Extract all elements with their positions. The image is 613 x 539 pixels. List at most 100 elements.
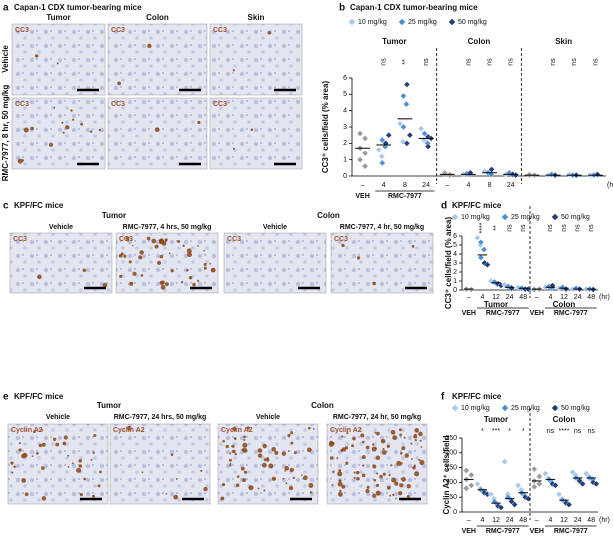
stain-label: CC3 — [119, 236, 133, 243]
section-name: Tumor — [484, 300, 508, 309]
stain-spot — [222, 439, 226, 443]
treatment-label: VEH — [462, 310, 476, 317]
y-tick-label: 6 — [343, 75, 347, 82]
significance: ns — [508, 58, 515, 66]
x-tick-label: 12 — [560, 294, 568, 301]
x-tick-label: 4 — [466, 182, 470, 189]
significance: ** — [402, 59, 409, 65]
stain-spot — [242, 442, 248, 448]
x-tick-label: – — [467, 517, 471, 524]
significance: ns — [465, 58, 472, 66]
stain-spot — [292, 476, 295, 480]
y-tick-label: 2 — [343, 140, 347, 147]
x-tick-label: – — [535, 294, 539, 301]
y-tick-label: 5 — [453, 242, 457, 249]
stain-spot — [164, 238, 168, 242]
significance: ns — [547, 224, 554, 232]
stain-label: CC3 — [227, 236, 241, 243]
column-header: Vehicle — [256, 414, 280, 421]
stain-spot — [374, 447, 377, 450]
stain-spot — [89, 130, 93, 133]
stain-spot — [232, 147, 235, 150]
stain-spot — [41, 429, 44, 431]
stain-spot — [18, 442, 21, 445]
data-point — [477, 254, 485, 261]
stain-spot — [221, 483, 226, 487]
stain-spot — [263, 458, 267, 462]
stain-spot — [52, 437, 57, 441]
stain-spot — [418, 431, 423, 437]
stain-spot — [290, 431, 294, 435]
stain-spot — [235, 483, 240, 488]
stain-spot — [186, 252, 192, 258]
data-point — [361, 135, 369, 142]
significance: ns — [423, 58, 430, 66]
significance: ns — [588, 224, 595, 232]
stain-spot — [71, 462, 74, 465]
stain-spot — [225, 444, 229, 449]
stain-spot — [392, 435, 397, 440]
x-tick-label: 4 — [382, 182, 386, 189]
x-unit: (hr) — [599, 294, 610, 301]
group-header: Tumor — [97, 401, 121, 410]
stain-spot — [404, 453, 409, 458]
stain-spot — [268, 463, 274, 469]
data-point — [361, 149, 369, 157]
stain-spot — [93, 434, 97, 438]
stain-spot — [403, 436, 406, 439]
stain-spot — [92, 451, 95, 455]
stain-spot — [372, 464, 377, 469]
significance: **** — [559, 428, 570, 435]
stain-spot — [352, 437, 356, 441]
stain-spot — [30, 126, 34, 131]
data-point — [463, 467, 470, 474]
stain-spot — [386, 444, 390, 448]
stain-spot — [99, 470, 102, 474]
stain-spot — [229, 462, 232, 465]
stain-label: CC3 — [213, 27, 227, 34]
micrograph — [209, 97, 303, 170]
stain-spot — [212, 270, 215, 273]
stain-spot — [332, 442, 335, 445]
stain-spot — [62, 131, 65, 134]
stain-spot — [410, 442, 413, 445]
data-point — [356, 130, 364, 137]
stain-spot — [287, 450, 290, 452]
stain-spot — [346, 431, 349, 435]
stain-spot — [365, 445, 370, 450]
stain-spot — [129, 281, 134, 286]
stain-spot — [414, 471, 420, 477]
stain-label: CC3 — [15, 101, 29, 108]
micrograph — [107, 97, 208, 170]
micrograph — [7, 423, 109, 505]
x-unit: (hr) — [607, 182, 613, 189]
significance: * — [508, 428, 511, 435]
stain-spot — [200, 469, 203, 472]
legend-symbol — [501, 213, 509, 221]
significance: * — [522, 428, 525, 435]
significance: ns — [587, 428, 595, 435]
x-tick-label: 24 — [574, 517, 582, 524]
stain-spot — [138, 255, 143, 260]
significance: **** — [479, 222, 486, 233]
stain-spot — [360, 433, 365, 438]
significance: ns — [486, 58, 493, 66]
stain-spot — [21, 159, 24, 162]
group-header: Tumor — [102, 211, 126, 220]
stain-spot — [132, 271, 137, 276]
micrograph — [11, 23, 106, 96]
stain-label: CC3 — [111, 101, 125, 108]
stain-spot — [232, 426, 237, 432]
stain-spot — [18, 448, 22, 452]
legend-symbol — [398, 18, 406, 26]
stain-label: CC3 — [111, 27, 125, 34]
stain-spot — [289, 467, 294, 473]
stain-spot — [263, 489, 266, 492]
data-point — [403, 140, 411, 147]
y-tick-label: 0 — [453, 287, 457, 294]
row-label: RMC-7977, 8 hr, 50 mg/kg — [1, 85, 10, 182]
significance: ns — [592, 58, 599, 66]
treatment-label: RMC-7977 — [554, 528, 588, 535]
legend-symbol — [501, 404, 509, 412]
stain-spot — [123, 254, 127, 258]
